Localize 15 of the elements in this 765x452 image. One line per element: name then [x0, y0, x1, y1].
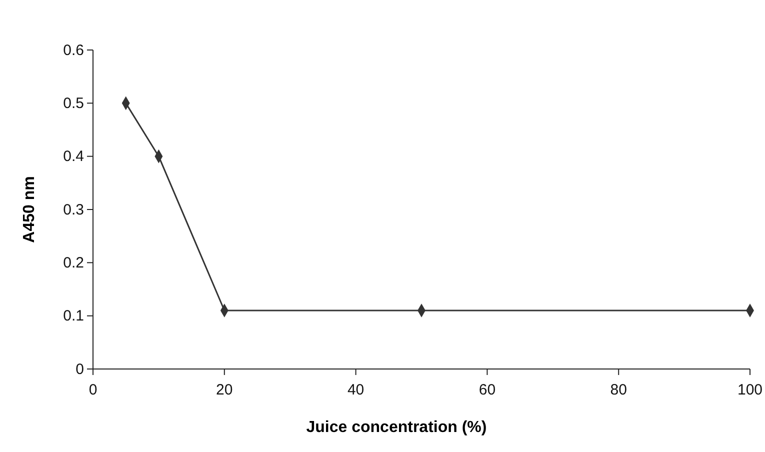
x-tick-label: 0 [88, 382, 98, 398]
x-tick-label: 20 [216, 382, 233, 398]
y-tick-label: 0.6 [63, 42, 84, 59]
y-tick-label: 0.5 [63, 94, 84, 112]
x-axis-title: Juice concentration (%) [306, 419, 487, 436]
x-tick-label: 80 [610, 382, 627, 398]
y-axis-title: A450 nm [21, 176, 38, 243]
y-tick-label: 0.4 [63, 148, 84, 166]
y-tick-label: 0.1 [63, 308, 84, 325]
x-tick-label: 100 [737, 382, 763, 398]
y-tick-label: 0.3 [63, 201, 84, 218]
y-tick-label: 0.2 [63, 254, 84, 272]
x-tick-label: 60 [478, 382, 496, 398]
y-tick-label: 0 [76, 360, 84, 378]
x-tick-label: 40 [347, 382, 364, 398]
